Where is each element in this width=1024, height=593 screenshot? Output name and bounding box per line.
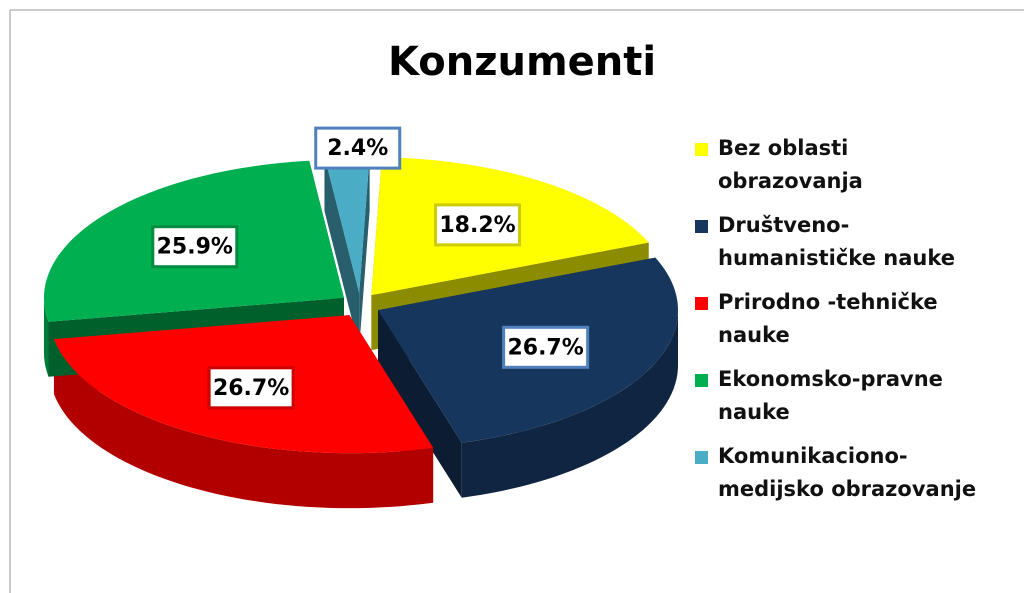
legend-label: Ekonomsko-pravne nauke xyxy=(718,367,943,424)
data-label: 26.7% xyxy=(507,335,583,360)
legend-swatch xyxy=(695,143,708,156)
legend-item: Komunikaciono-medijsko obrazovanje xyxy=(695,440,985,505)
legend-item: Društveno-humanističke nauke xyxy=(695,209,985,274)
slice-side xyxy=(378,310,462,498)
data-label-box xyxy=(314,126,402,170)
slice-side xyxy=(324,155,360,349)
legend-swatch xyxy=(695,374,708,388)
legend: Bez oblasti obrazovanja Društveno-humanis… xyxy=(695,132,985,517)
data-label-box xyxy=(151,225,239,269)
legend-item: Bez oblasti obrazovanja xyxy=(695,132,985,197)
data-label-box xyxy=(434,203,522,247)
slice-side xyxy=(53,339,434,509)
legend-label: Komunikaciono-medijsko obrazovanje xyxy=(718,444,977,501)
data-label-box xyxy=(207,366,295,410)
data-label: 18.2% xyxy=(439,213,515,238)
pie-slice xyxy=(324,155,370,294)
legend-label: Bez oblasti obrazovanja xyxy=(718,136,863,193)
legend-swatch xyxy=(695,297,708,311)
data-label-box xyxy=(502,325,590,369)
data-label: 26.7% xyxy=(213,376,289,401)
data-label: 2.4% xyxy=(327,136,388,161)
chart-title: Konzumenti xyxy=(388,39,656,85)
legend-item: Ekonomsko-pravne nauke xyxy=(695,363,985,428)
slice-side xyxy=(43,297,49,377)
legend-swatch xyxy=(695,451,708,465)
legend-label: Društveno-humanističke nauke xyxy=(718,213,955,270)
slice-side xyxy=(359,155,370,349)
legend-label: Prirodno -tehničke nauke xyxy=(718,290,938,347)
legend-item: Prirodno -tehničke nauke xyxy=(695,286,985,351)
legend-swatch xyxy=(695,220,708,234)
data-label: 25.9% xyxy=(157,235,233,260)
slice-side xyxy=(461,310,679,498)
